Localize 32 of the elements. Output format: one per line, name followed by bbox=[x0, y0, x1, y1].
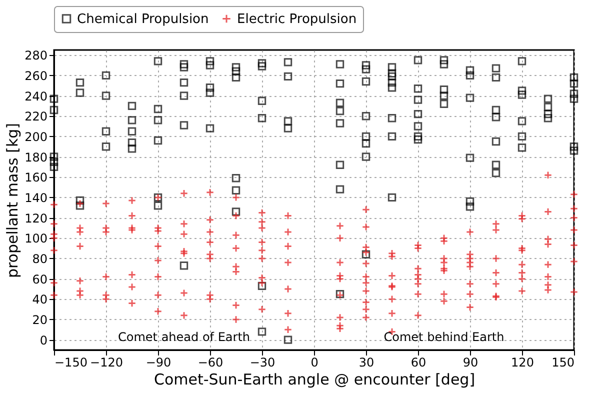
x-tick-label: 0 bbox=[310, 356, 318, 370]
y-tick-label: 20 bbox=[32, 312, 48, 327]
annotation: Comet ahead of Earth bbox=[118, 330, 250, 344]
y-tick-label: 0 bbox=[40, 333, 48, 348]
x-tick-label: −120 bbox=[90, 356, 123, 370]
x-tick-label: −90 bbox=[146, 356, 172, 370]
y-tick-label: 140 bbox=[24, 190, 48, 205]
x-tick-label: −60 bbox=[198, 356, 224, 370]
y-tick-label: 60 bbox=[32, 272, 48, 286]
y-tick-label: 260 bbox=[24, 68, 48, 83]
x-tick-label: 30 bbox=[358, 356, 374, 370]
x-tick-label: −150 bbox=[54, 356, 88, 370]
y-tick-label: 180 bbox=[24, 150, 48, 164]
annotation: Comet behind Earth bbox=[384, 330, 504, 344]
x-tick-label: 150 bbox=[552, 356, 574, 370]
legend-label: Chemical Propulsion bbox=[77, 12, 209, 27]
y-tick-label: 160 bbox=[24, 170, 48, 185]
x-tick-label: 60 bbox=[410, 356, 426, 370]
y-tick-label: 200 bbox=[24, 130, 48, 144]
legend-label: Electric Propulsion bbox=[237, 12, 357, 27]
y-tick-label: 120 bbox=[24, 211, 48, 226]
y-tick-label: 220 bbox=[24, 110, 48, 124]
y-tick-label: 80 bbox=[32, 252, 48, 266]
x-axis-title: Comet-Sun-Earth angle @ encounter [deg] bbox=[154, 370, 476, 388]
y-tick-label: 40 bbox=[32, 292, 48, 307]
y-tick-label: 100 bbox=[24, 232, 48, 246]
x-tick-label: −30 bbox=[250, 356, 276, 370]
y-axis-title: propellant mass [kg] bbox=[4, 122, 22, 278]
y-tick-label: 240 bbox=[24, 89, 48, 104]
x-tick-label: 90 bbox=[462, 356, 478, 370]
y-tick-label: 280 bbox=[24, 48, 48, 63]
x-tick-label: 120 bbox=[511, 356, 534, 370]
